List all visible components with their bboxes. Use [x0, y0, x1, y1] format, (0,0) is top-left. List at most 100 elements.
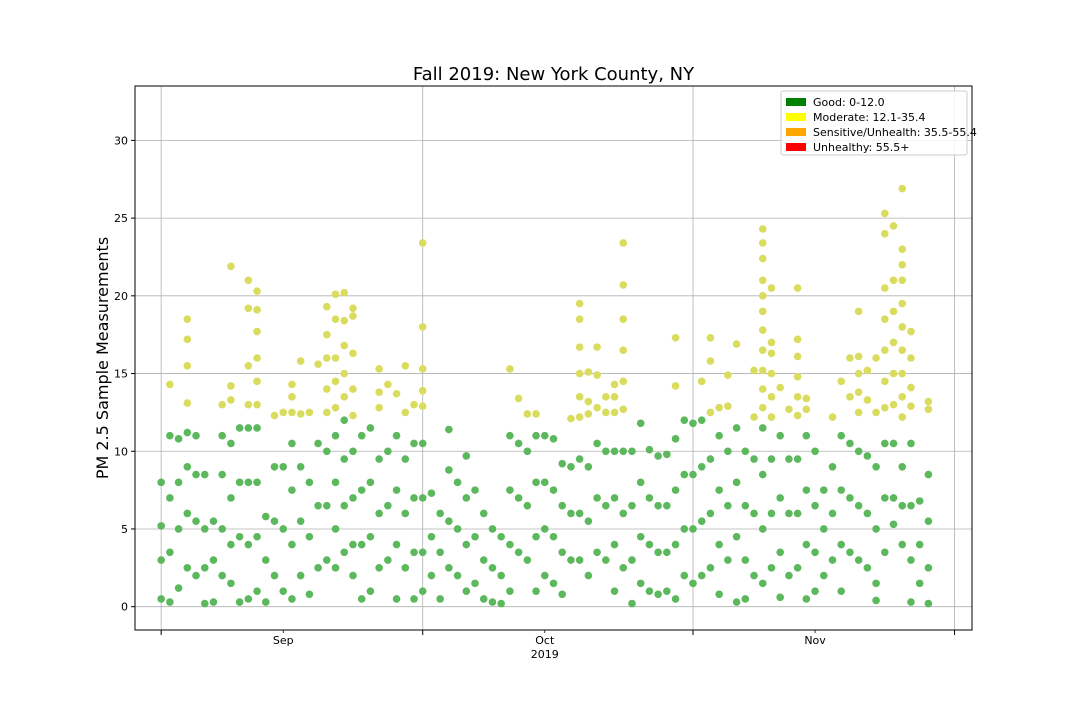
data-point [785, 405, 793, 414]
data-point [418, 548, 427, 557]
data-point [671, 333, 680, 342]
data-point [384, 501, 392, 510]
data-point [706, 333, 715, 342]
data-point [663, 548, 671, 557]
data-point [244, 276, 253, 285]
data-point [349, 385, 357, 393]
data-point [793, 352, 802, 361]
data-point [854, 369, 863, 378]
data-point [663, 587, 671, 595]
data-point [898, 540, 907, 549]
data-point [453, 478, 462, 487]
data-point [166, 494, 174, 502]
data-point [331, 290, 340, 299]
data-point [889, 494, 898, 502]
data-point [540, 431, 549, 440]
data-point [183, 463, 192, 471]
data-point [889, 307, 898, 316]
data-point [567, 414, 575, 423]
data-point [697, 571, 706, 580]
data-point [741, 447, 750, 456]
data-point [889, 276, 898, 285]
data-point [209, 517, 218, 525]
data-point [357, 595, 366, 603]
legend: Good: 0-12.0 Moderate: 12.1-35.4 Sensitive… [780, 90, 977, 156]
data-point [506, 486, 514, 494]
data-point [253, 424, 261, 432]
data-point [166, 598, 174, 606]
data-point [227, 382, 235, 390]
data-point [575, 413, 584, 421]
data-point [854, 388, 863, 396]
data-point [793, 455, 802, 463]
data-point [244, 595, 253, 603]
data-point [540, 571, 549, 580]
data-point [314, 439, 322, 448]
data-point [288, 595, 296, 603]
data-point [567, 556, 575, 564]
data-point [418, 494, 427, 502]
data-point [758, 525, 767, 533]
data-point [628, 556, 636, 564]
data-point [305, 590, 314, 599]
data-point [854, 556, 863, 564]
data-point [706, 455, 715, 463]
data-point [802, 540, 811, 549]
data-point [793, 393, 802, 401]
data-point [427, 571, 436, 580]
data-point [392, 431, 401, 440]
data-point [898, 413, 907, 421]
data-point [540, 478, 549, 487]
plot-frame [134, 85, 973, 631]
data-point [593, 439, 601, 448]
data-point [819, 571, 828, 580]
data-point [323, 447, 331, 456]
data-point [846, 439, 854, 448]
data-point [776, 548, 784, 557]
data-point [183, 335, 192, 344]
data-point [453, 571, 462, 580]
data-point [192, 571, 200, 580]
data-point [636, 532, 645, 541]
data-point [846, 548, 854, 557]
data-point [418, 587, 427, 595]
data-point [340, 369, 349, 378]
data-point [305, 532, 314, 541]
data-point [392, 389, 401, 398]
data-point [697, 416, 706, 424]
data-point [261, 512, 270, 521]
grid-layer [135, 86, 972, 630]
data-point [227, 494, 235, 502]
data-point [872, 463, 880, 471]
points-layer [157, 184, 933, 608]
data-point [279, 408, 288, 417]
data-point [671, 382, 680, 390]
data-point [706, 408, 715, 417]
data-point [828, 413, 837, 421]
data-point [349, 494, 357, 502]
data-point [785, 571, 793, 580]
legend-swatch [786, 143, 806, 151]
data-point [671, 540, 680, 549]
data-point [375, 388, 383, 396]
data-point [750, 413, 758, 421]
data-point [331, 403, 340, 412]
data-point [802, 394, 811, 403]
data-point [602, 393, 610, 401]
data-point [750, 509, 758, 518]
data-point [645, 494, 654, 502]
legend-box [780, 90, 968, 156]
data-point [331, 315, 340, 323]
data-point [907, 556, 915, 564]
data-point [235, 478, 244, 487]
data-point [523, 501, 532, 510]
data-point [793, 284, 802, 292]
data-point [183, 315, 192, 323]
data-point [715, 486, 723, 494]
data-point [584, 410, 593, 418]
data-point [270, 463, 279, 471]
data-point [401, 509, 410, 518]
data-point [898, 369, 907, 378]
data-point [837, 377, 846, 386]
data-point [227, 396, 235, 404]
